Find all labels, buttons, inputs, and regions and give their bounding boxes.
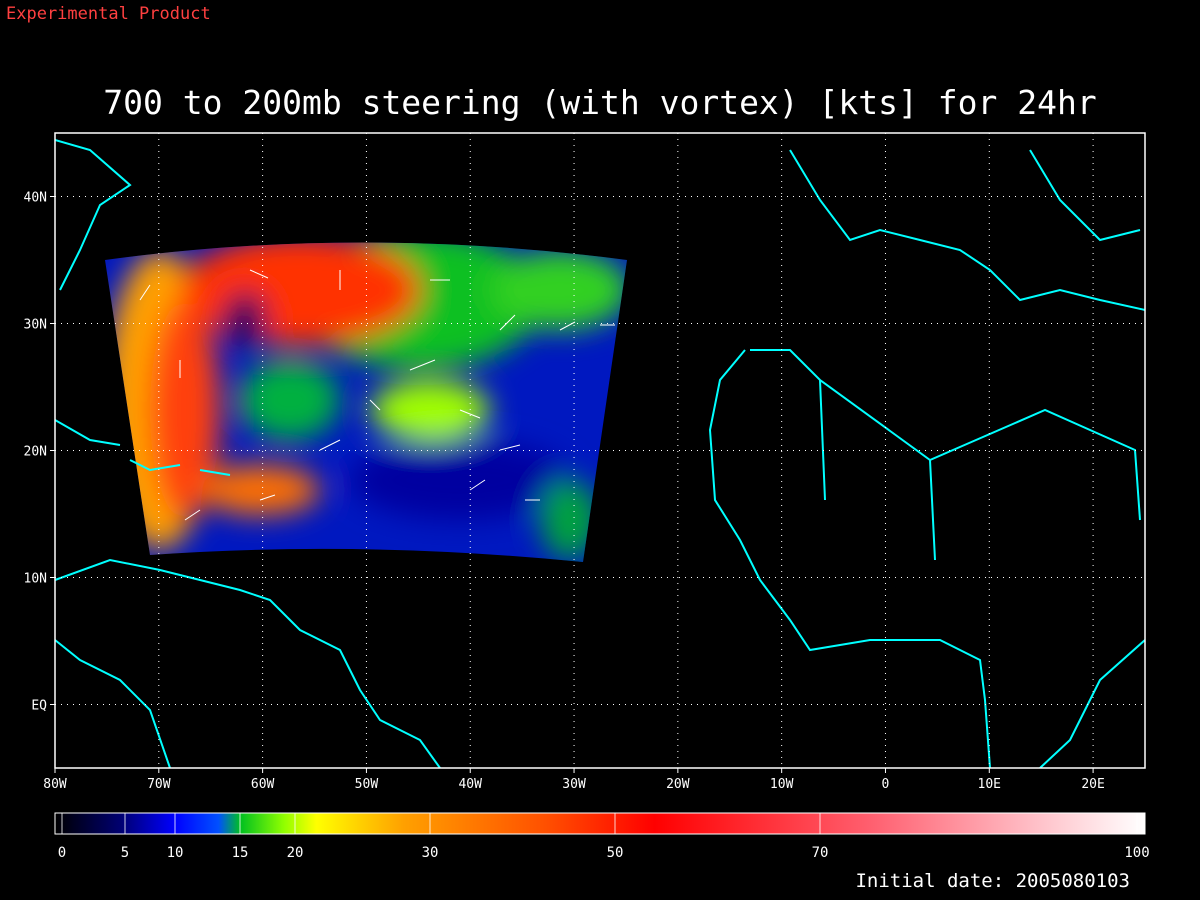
lat-label: 20N [24, 445, 47, 460]
colorbar-label: 20 [287, 845, 304, 861]
colorbar-label: 0 [58, 845, 66, 861]
lon-label: 20W [666, 777, 690, 792]
colorbar-label: 10 [167, 845, 184, 861]
lat-label: 10N [24, 572, 47, 587]
colorbar-label: 15 [232, 845, 249, 861]
lat-label: EQ [31, 699, 47, 714]
lon-label: 40W [458, 777, 482, 792]
axes: 80W 70W 60W 50W 40W 30W 20W 10W 0 10E 20E 40N 30N 20N… [24, 191, 1105, 793]
colorbar-label: 70 [812, 845, 829, 861]
lon-label: 80W [43, 777, 67, 792]
experimental-label: Experimental Product [6, 4, 211, 24]
colorbar-label: 5 [121, 845, 129, 861]
lon-label: 10E [978, 777, 1001, 792]
lon-label: 10W [770, 777, 794, 792]
wind-arrows [139, 269, 615, 521]
colorbar-ticks: 0 5 10 15 20 30 50 70 100 [58, 813, 1150, 861]
lon-label: 30W [562, 777, 586, 792]
steering-field [105, 242, 627, 562]
lat-label: 40N [24, 191, 47, 206]
lon-label: 20E [1081, 777, 1104, 792]
initial-date: Initial date: 2005080103 [855, 870, 1130, 892]
lon-label: 50W [355, 777, 379, 792]
colorbar-label: 50 [607, 845, 624, 861]
lon-label: 60W [251, 777, 275, 792]
colorbar [54, 812, 1146, 835]
lon-label: 0 [882, 777, 890, 792]
map-title: 700 to 200mb steering (with vortex) [kts… [103, 83, 1096, 122]
colorbar-label: 30 [422, 845, 439, 861]
colorbar-label: 100 [1124, 845, 1149, 861]
lon-label: 70W [147, 777, 171, 792]
lat-label: 30N [24, 318, 47, 333]
